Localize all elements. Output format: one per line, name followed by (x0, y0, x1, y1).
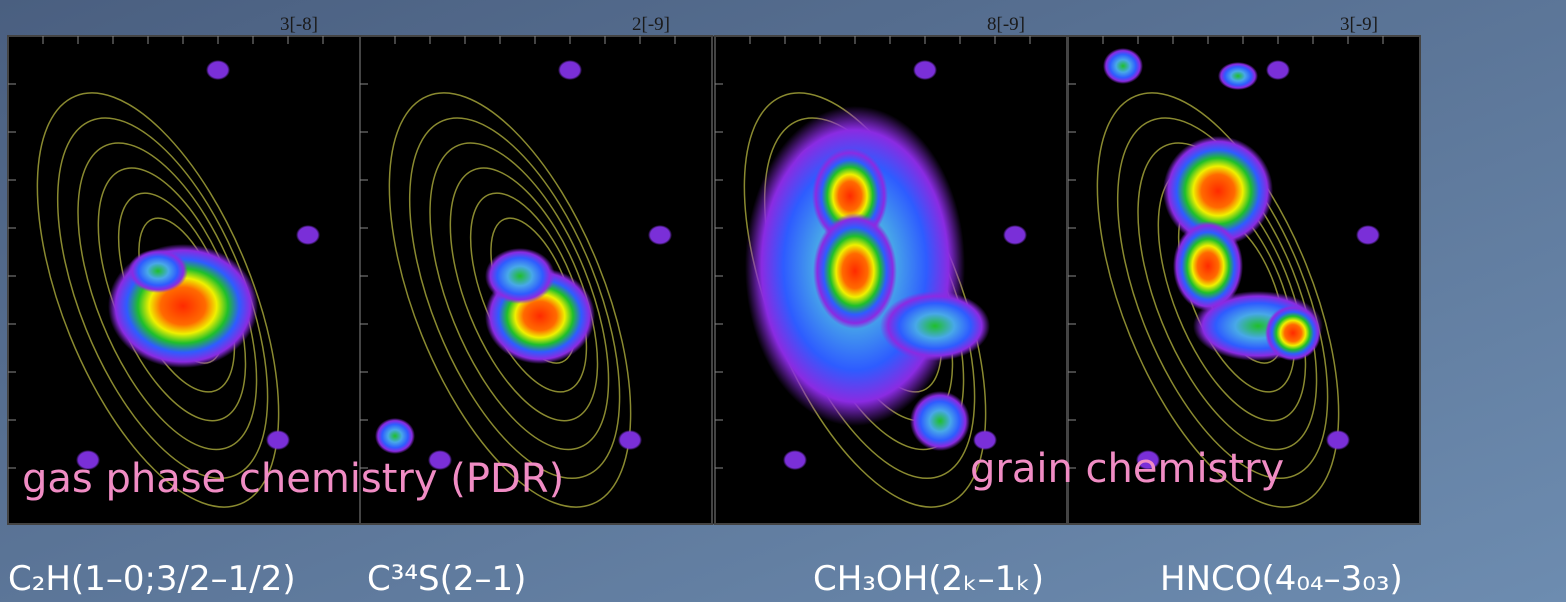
caption: CH₃OH(2ₖ–1ₖ) (813, 559, 1044, 599)
caption: HNCO(4₀₄–3₀₃) (1160, 559, 1403, 599)
emission (128, 249, 188, 293)
noise-spot (1356, 225, 1380, 245)
noise-spot (1326, 430, 1350, 450)
emission (375, 418, 415, 454)
scale-label: 3[-8] (280, 14, 318, 35)
noise-spot (206, 60, 230, 80)
slide: 3[-8] 2[-9] 8[-9] 3[-9] gas phase chemistry… (0, 0, 1566, 602)
noise-spot (1266, 60, 1290, 80)
emission (813, 213, 897, 329)
annotation: gas phase chemistry (PDR) (22, 456, 564, 502)
emission (485, 248, 555, 304)
annotation: grain chemistry (970, 446, 1284, 492)
noise-spot (648, 225, 672, 245)
caption: C₂H(1–0;3/2–1/2) (8, 559, 296, 599)
emission (1103, 48, 1143, 84)
emission (1218, 62, 1258, 90)
scale-label: 2[-9] (632, 14, 670, 35)
emission (1265, 305, 1321, 361)
emission (880, 291, 990, 361)
noise-spot (558, 60, 582, 80)
noise-spot (618, 430, 642, 450)
emission (910, 391, 970, 451)
scale-label: 8[-9] (987, 14, 1025, 35)
noise-spot (296, 225, 320, 245)
noise-spot (783, 450, 807, 470)
noise-spot (266, 430, 290, 450)
scale-label: 3[-9] (1340, 14, 1378, 35)
caption: C³⁴S(2–1) (367, 559, 526, 599)
noise-spot (1003, 225, 1027, 245)
noise-spot (913, 60, 937, 80)
